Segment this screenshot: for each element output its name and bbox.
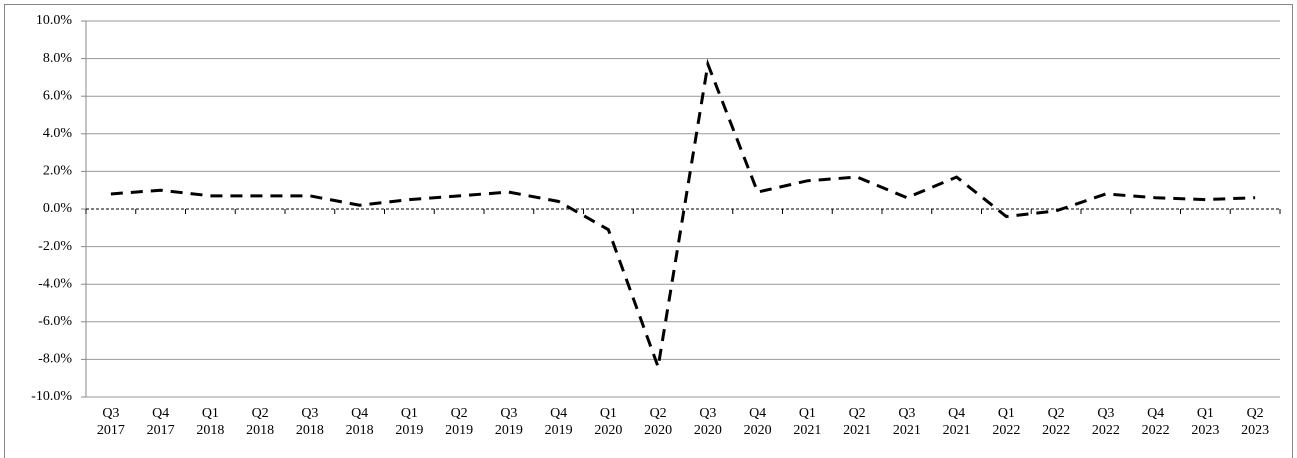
x-tick-label: Q4 2022 bbox=[1141, 406, 1170, 438]
line-series bbox=[110, 58, 1256, 373]
x-tick-label: Q3 2020 bbox=[693, 406, 722, 438]
x-tick-label: Q4 2020 bbox=[743, 406, 772, 438]
x-tick-label: Q1 2021 bbox=[793, 406, 822, 438]
x-tick-label: Q4 2019 bbox=[544, 406, 573, 438]
x-tick-label: Q1 2022 bbox=[992, 406, 1021, 438]
x-tick-label: Q1 2018 bbox=[196, 406, 225, 438]
x-tick-label: Q2 2018 bbox=[246, 406, 275, 438]
y-tick-label: -4.0% bbox=[38, 276, 72, 291]
y-tick-label: -6.0% bbox=[38, 314, 72, 329]
y-tick-label: -8.0% bbox=[38, 352, 72, 367]
x-tick-label: Q1 2023 bbox=[1191, 406, 1220, 438]
x-tick-label: Q2 2021 bbox=[843, 406, 872, 438]
y-tick-label: 10.0% bbox=[36, 13, 73, 28]
x-tick-label: Q3 2021 bbox=[892, 406, 921, 438]
y-tick-label: 2.0% bbox=[43, 164, 73, 179]
x-tick-label: Q3 2017 bbox=[96, 406, 125, 438]
x-tick-label: Q4 2018 bbox=[345, 406, 374, 438]
y-tick-label: 4.0% bbox=[43, 126, 73, 141]
x-tick-label: Q1 2020 bbox=[594, 406, 623, 438]
y-tick-label: -2.0% bbox=[38, 239, 72, 254]
x-tick-label: Q2 2020 bbox=[644, 406, 673, 438]
x-tick-label: Q2 2022 bbox=[1042, 406, 1071, 438]
x-tick-label: Q3 2022 bbox=[1091, 406, 1120, 438]
y-tick-label: 0.0% bbox=[43, 201, 73, 216]
y-tick-label: 6.0% bbox=[43, 88, 73, 103]
x-tick-label: Q3 2019 bbox=[494, 406, 523, 438]
y-tick-label: 8.0% bbox=[43, 51, 73, 66]
y-tick-label: -10.0% bbox=[31, 389, 72, 404]
x-tick-label: Q2 2023 bbox=[1241, 406, 1270, 438]
x-tick-label: Q1 2019 bbox=[395, 406, 424, 438]
x-tick-label: Q4 2017 bbox=[146, 406, 175, 438]
x-tick-label: Q4 2021 bbox=[942, 406, 971, 438]
x-tick-label: Q3 2018 bbox=[295, 406, 324, 438]
x-tick-label: Q2 2019 bbox=[445, 406, 474, 438]
chart-border bbox=[4, 4, 1293, 458]
